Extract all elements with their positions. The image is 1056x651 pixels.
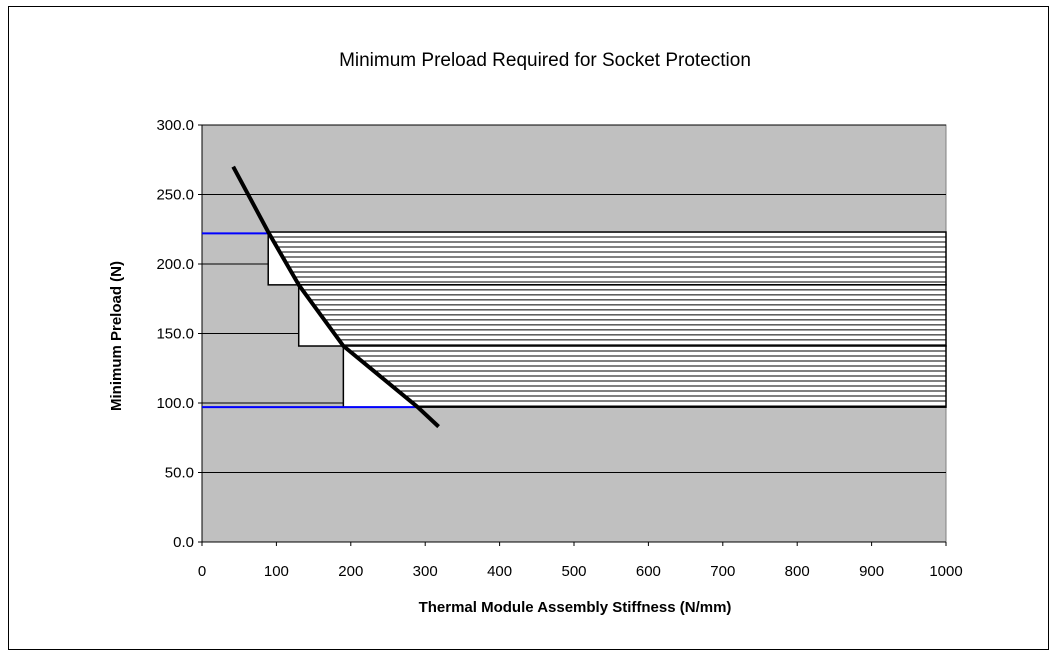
x-tick-label: 500: [561, 563, 586, 580]
tick-labels: 0.0 50.0 100.0 150.0 200.0 250.0 300.0 0 100 200 3…: [156, 117, 962, 580]
chart-title: Minimum Preload Required for Socket Prot…: [339, 50, 751, 71]
x-tick-label: 300: [413, 563, 438, 580]
hatched-region: [342, 345, 947, 408]
series-line: [231, 165, 440, 429]
x-tick-label: 1000: [929, 563, 962, 580]
x-tick-label: 900: [859, 563, 884, 580]
reference-lines: [202, 232, 418, 409]
y-tick-label: 250.0: [156, 187, 194, 204]
hatched-region: [297, 284, 947, 347]
x-tick-label: 700: [710, 563, 735, 580]
curve-series: [231, 165, 440, 429]
y-tick-label: 50.0: [165, 465, 194, 482]
x-tick-label: 600: [636, 563, 661, 580]
y-tick-label: 150.0: [156, 326, 194, 343]
x-tick-label: 800: [785, 563, 810, 580]
x-tick-label: 0: [198, 563, 206, 580]
y-axis-label: Minimum Preload (N): [108, 261, 125, 411]
y-tick-label: 300.0: [156, 117, 194, 134]
y-tick-label: 0.0: [173, 534, 194, 551]
hatched-region: [267, 231, 947, 286]
x-tick-label: 400: [487, 563, 512, 580]
x-axis-label: Thermal Module Assembly Stiffness (N/mm): [419, 599, 732, 616]
y-tick-label: 100.0: [156, 395, 194, 412]
hatch-box: [342, 345, 947, 408]
x-tick-label: 100: [264, 563, 289, 580]
y-tick-label: 200.0: [156, 256, 194, 273]
hatched-regions: [267, 231, 947, 408]
x-tick-label: 200: [338, 563, 363, 580]
hatch-box: [297, 284, 947, 347]
